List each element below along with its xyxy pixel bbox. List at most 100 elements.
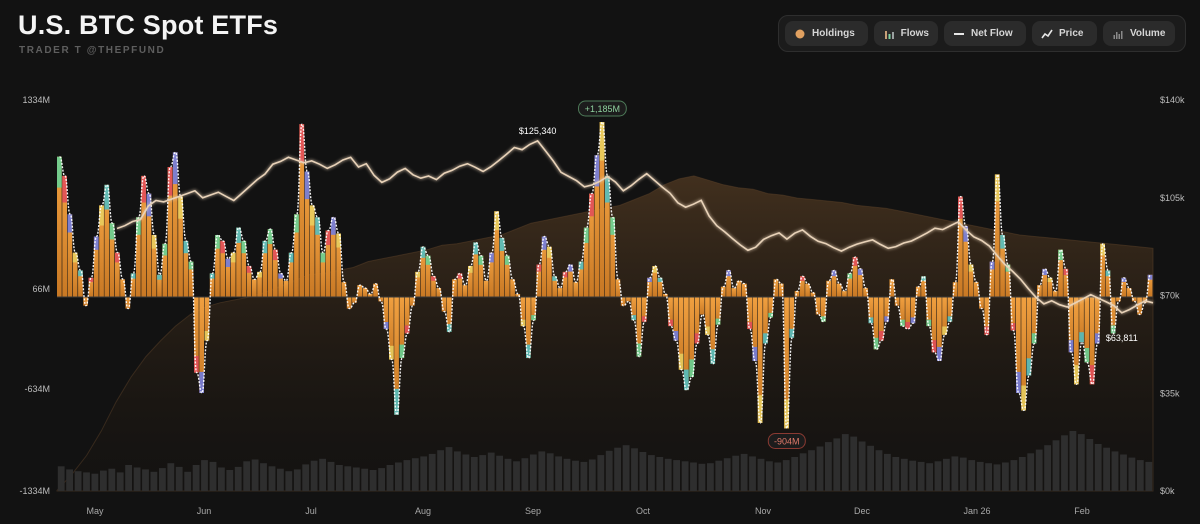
flow-bar [1074, 297, 1079, 385]
flow-bar [868, 297, 874, 324]
volume-bar [1120, 454, 1127, 491]
flow-bar [915, 286, 921, 297]
flow-bar [109, 223, 115, 297]
volume-bar [1052, 440, 1060, 491]
price-toggle-button[interactable]: Price [1032, 21, 1097, 46]
flow-bar-segment [958, 196, 963, 219]
flow-bar-segment [162, 243, 168, 256]
flow-bar [952, 282, 958, 297]
flow-bar [1047, 277, 1053, 297]
flow-bar [1100, 243, 1105, 297]
flow-bar [415, 271, 420, 297]
flow-bar-segment [947, 316, 953, 322]
flows-toggle-button[interactable]: Flows [874, 21, 938, 46]
flow-bar [215, 235, 220, 297]
holdings-toggle-button[interactable]: Holdings [785, 21, 868, 46]
flow-bar [1126, 288, 1132, 297]
volume-bar [1002, 462, 1009, 491]
holdings-area [56, 175, 1154, 492]
net-flow-toggle-label: Net Flow [971, 28, 1013, 39]
flow-bar [336, 233, 341, 297]
flow-bar-segment [183, 240, 189, 254]
flow-bar [225, 258, 231, 297]
flow-bar-segment [636, 343, 642, 357]
flow-bar [478, 255, 484, 297]
flow-bar [436, 288, 442, 297]
net-flow-toggle-button[interactable]: Net Flow [944, 21, 1026, 46]
x-tick-label: Feb [1074, 506, 1090, 516]
flow-bar-segment [552, 276, 557, 281]
flow-bar-segment [425, 255, 431, 265]
flow-bar-segment [631, 315, 636, 321]
flow-bar-segment [873, 337, 879, 350]
flow-bar [831, 270, 837, 297]
volume-bar [622, 445, 630, 491]
flow-bar [431, 276, 436, 297]
flow-bar [346, 297, 352, 309]
flow-bar-segment [1068, 340, 1074, 353]
volume-bar [900, 458, 908, 491]
volume-bar [538, 451, 546, 491]
flow-bar [773, 279, 779, 297]
flow-bar [705, 297, 710, 335]
flow-bar [852, 257, 858, 297]
volume-bar [782, 460, 790, 491]
flow-bar-segment [178, 196, 183, 219]
flow-bar [1031, 297, 1037, 344]
flow-bar [921, 276, 926, 297]
volume-bar [91, 473, 99, 491]
flow-bar-segment [267, 229, 273, 244]
volume-toggle-button[interactable]: Volume [1103, 21, 1175, 46]
volume-bar [580, 461, 588, 491]
volume-bar [310, 460, 318, 491]
volume-icon [1112, 28, 1124, 40]
flow-bar-segment [678, 353, 684, 370]
volume-bar [605, 450, 613, 491]
flow-bar [1089, 297, 1095, 385]
flow-bar [968, 264, 974, 297]
volume-bar [327, 461, 335, 491]
flow-bar [199, 297, 204, 393]
volume-bar [951, 456, 959, 491]
flow-bar-segment [789, 328, 795, 338]
flow-bar [1095, 297, 1100, 344]
flow-bar [1000, 235, 1005, 297]
bar-icon [883, 28, 895, 40]
flow-bar-segment [531, 315, 536, 321]
flow-bar-segment [526, 344, 531, 358]
volume-bar [319, 458, 326, 491]
x-tick-label: May [86, 506, 104, 516]
flow-bar [378, 297, 384, 302]
volume-bar [1061, 435, 1068, 491]
flow-bar [1058, 249, 1063, 297]
x-tick-label: Aug [415, 506, 431, 516]
flow-bar [815, 297, 821, 315]
flow-bar-segment [1110, 325, 1116, 334]
flow-bar [589, 193, 594, 297]
flow-bar-segment [93, 236, 99, 250]
flow-bar [230, 252, 236, 297]
volume-bar [108, 468, 116, 491]
volume-bar [614, 447, 621, 491]
flow-bar [141, 175, 146, 297]
flow-bar-segment [130, 273, 136, 279]
flow-bar [594, 155, 600, 297]
flow-bar [973, 282, 979, 297]
volume-bar [352, 467, 360, 491]
x-tick-label: Sep [525, 506, 541, 516]
flow-bar-segment [331, 217, 336, 235]
min-flow-callout: -904M [774, 436, 800, 446]
volume-bar [302, 464, 310, 491]
volume-bar [892, 457, 900, 491]
flow-bar [72, 252, 78, 297]
flow-bar-segment [879, 331, 884, 341]
flow-bar [636, 297, 642, 357]
volume-bar [184, 471, 192, 491]
volume-bar [639, 452, 647, 491]
volume-bar [1027, 453, 1035, 491]
volume-bar [690, 462, 697, 491]
flow-bar [494, 211, 499, 297]
flow-bar-segment [684, 369, 689, 391]
volume-bar [681, 461, 689, 491]
flow-bar-segment [757, 395, 763, 423]
